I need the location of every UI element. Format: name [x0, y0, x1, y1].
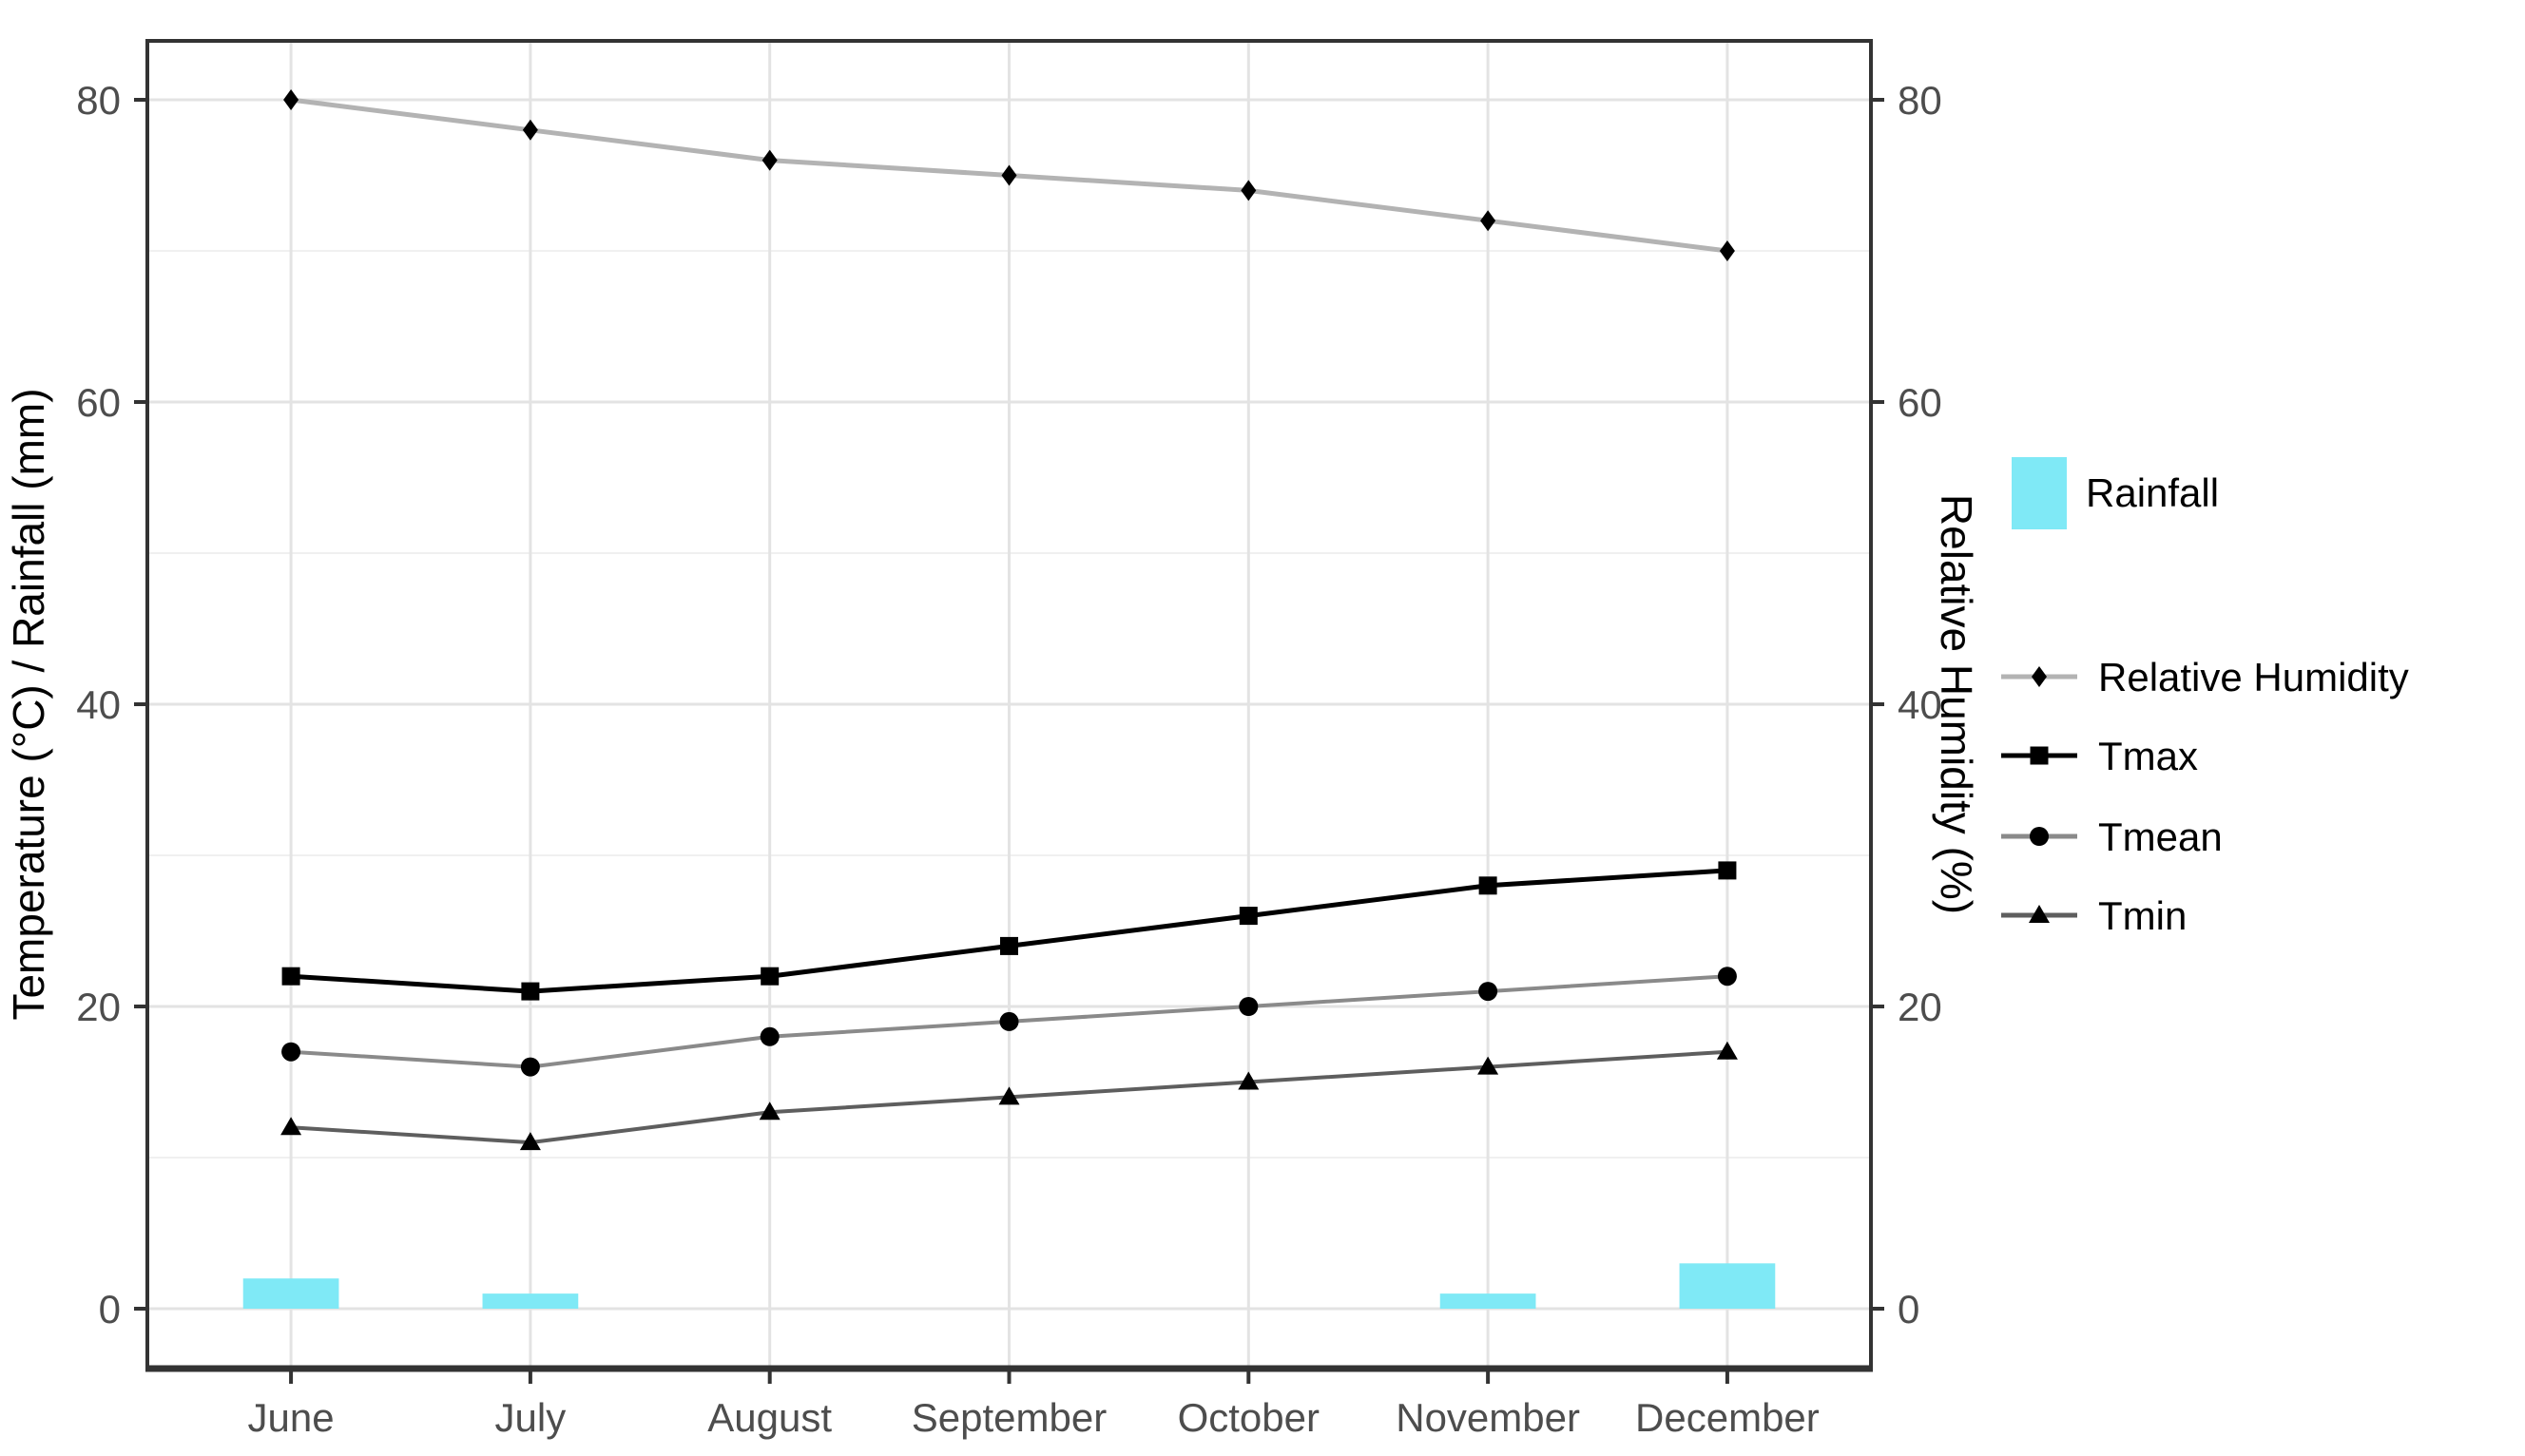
rainfall-bar — [1439, 1293, 1536, 1309]
x-axis-tick-label: November — [1396, 1395, 1580, 1440]
tmin-marker — [1238, 1071, 1260, 1090]
y-axis-title-right: Relative Humidity (%) — [1932, 494, 1981, 914]
tmax-marker — [1239, 907, 1258, 926]
y-axis-tick-label-right: 60 — [1898, 380, 1942, 425]
gridlines — [147, 41, 1871, 1369]
tmin-marker — [1477, 1056, 1499, 1075]
tmin-marker — [1716, 1041, 1738, 1060]
tmin-marker — [998, 1086, 1020, 1105]
x-axis-tick-label: August — [707, 1395, 832, 1440]
relative-humidity-marker — [1480, 210, 1496, 232]
y-axis-tick-label-left: 60 — [76, 380, 121, 425]
tmean-marker — [1478, 982, 1498, 1002]
relative-humidity-marker — [522, 119, 538, 141]
y-axis-tick-label-right: 20 — [1898, 985, 1942, 1029]
axis-ticks — [134, 98, 1884, 1384]
tmax-marker — [1718, 861, 1737, 880]
relative-humidity-marker — [283, 89, 299, 110]
tmean-marker — [281, 1042, 301, 1062]
relative-humidity-marker — [761, 149, 778, 171]
y-axis-tick-label-right: 80 — [1898, 78, 1942, 123]
tmin-marker — [759, 1102, 781, 1121]
x-axis-tick-label: December — [1635, 1395, 1820, 1440]
axis-tick-labels: 0 0 20 20 40 40 60 60 80 80 June July August Septembe… — [76, 78, 1941, 1440]
rainfall-bar — [242, 1278, 339, 1309]
x-axis-tick-label: July — [495, 1395, 567, 1440]
tmax-marker — [761, 967, 780, 986]
tmean-marker — [1239, 997, 1259, 1016]
rainfall-bars — [242, 1263, 1776, 1309]
rainfall-bar — [482, 1293, 579, 1309]
y-axis-title-left: Temperature (°C) / Rainfall (mm) — [4, 388, 53, 1020]
relative-humidity-marker — [1719, 240, 1735, 261]
y-axis-tick-label-left: 20 — [76, 985, 121, 1029]
tmax-marker — [1000, 936, 1018, 955]
tmean-marker — [760, 1026, 780, 1046]
y-axis-tick-label-left: 0 — [99, 1287, 121, 1331]
y-axis-tick-label-right: 0 — [1898, 1287, 1919, 1331]
x-axis-tick-label: September — [912, 1395, 1107, 1440]
relative-humidity-marker — [1001, 164, 1017, 186]
y-axis-tick-label-right: 40 — [1898, 682, 1942, 727]
tmin-marker — [519, 1132, 541, 1151]
tmean-marker — [520, 1057, 540, 1077]
tmean-marker — [1717, 967, 1737, 987]
data-markers — [280, 89, 1738, 1151]
rainfall-bar — [1679, 1263, 1776, 1309]
y-axis-tick-label-left: 40 — [76, 682, 121, 727]
tmax-marker — [281, 967, 300, 986]
tmean-marker — [999, 1011, 1019, 1031]
tmin-marker — [280, 1117, 302, 1136]
tmax-marker — [521, 982, 540, 1001]
y-axis-tick-label-left: 80 — [76, 78, 121, 123]
tmax-marker — [1478, 876, 1497, 895]
relative-humidity-marker — [1241, 180, 1257, 201]
x-axis-tick-label: June — [248, 1395, 335, 1440]
x-axis-tick-label: October — [1178, 1395, 1320, 1440]
